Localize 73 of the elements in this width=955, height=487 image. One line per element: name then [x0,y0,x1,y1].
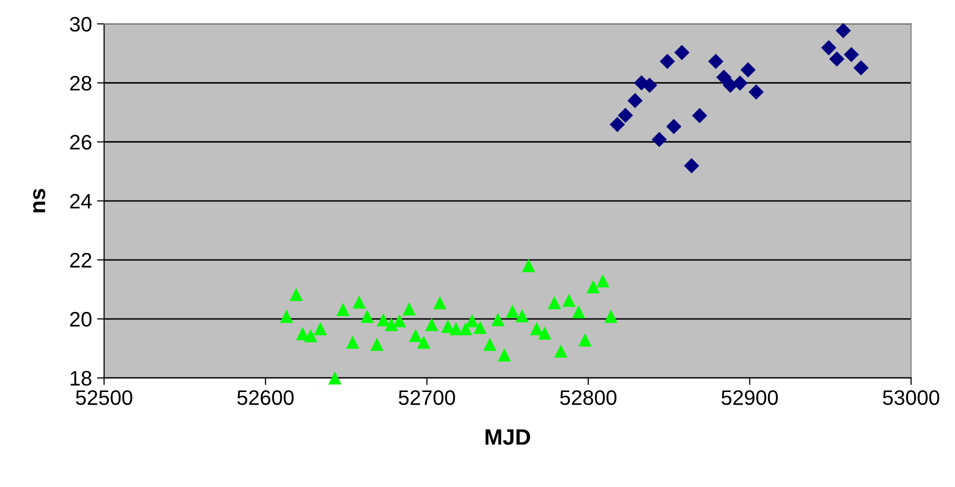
point [853,60,869,76]
point [627,92,643,108]
point [604,310,618,323]
point [449,322,463,336]
point [740,62,756,78]
point [652,132,667,148]
point [692,108,708,124]
point [674,44,690,60]
point [376,313,390,326]
point [548,296,561,310]
point [474,320,487,334]
x-tick-label: 53000 [882,390,940,406]
point [748,84,764,100]
point [370,338,384,351]
y-tick-label: 18 [70,370,92,386]
point [280,310,294,323]
point [716,70,732,85]
point [578,333,592,346]
y-tick-label: 30 [70,16,92,32]
point [346,336,360,349]
point [836,23,851,38]
point [506,304,520,318]
point [660,54,675,69]
y-axis-title: ns [33,188,46,212]
point [417,336,430,349]
point [516,309,529,322]
point [360,310,374,323]
point [586,280,600,294]
x-tick-label: 52800 [560,390,616,406]
point [304,329,318,342]
point [336,302,350,316]
point [708,54,724,69]
y-tick-label: 28 [70,76,92,91]
point [441,320,454,333]
y-tick-label: 26 [70,134,92,150]
x-tick-label: 52600 [237,390,294,406]
point [530,322,544,336]
point [618,108,634,123]
point [425,318,438,332]
point [538,326,552,340]
point [290,288,303,302]
point [844,46,859,62]
point [829,51,844,67]
x-axis-title: MJD [486,429,530,445]
point [642,78,658,93]
point [596,274,610,288]
point [352,296,366,309]
y-tick-label: 24 [70,194,92,208]
point [666,118,682,134]
point [684,158,700,174]
point [498,348,511,362]
point [328,371,342,384]
y-tick-label: 20 [70,312,92,327]
y-tick-label: 22 [70,252,92,268]
point [562,294,576,307]
point [384,318,398,332]
point [491,312,504,326]
point [522,258,536,272]
point [610,116,625,132]
point [433,296,446,310]
point [314,322,327,336]
point [732,76,748,91]
x-tick-label: 52700 [398,390,456,406]
x-tick-label: 52500 [76,390,132,406]
point [465,314,479,328]
point [554,344,568,358]
point [483,338,496,351]
point [409,328,422,342]
point [572,305,586,318]
point [402,302,416,316]
point [392,314,406,328]
x-tick-label: 52900 [722,390,778,406]
point [821,40,836,56]
